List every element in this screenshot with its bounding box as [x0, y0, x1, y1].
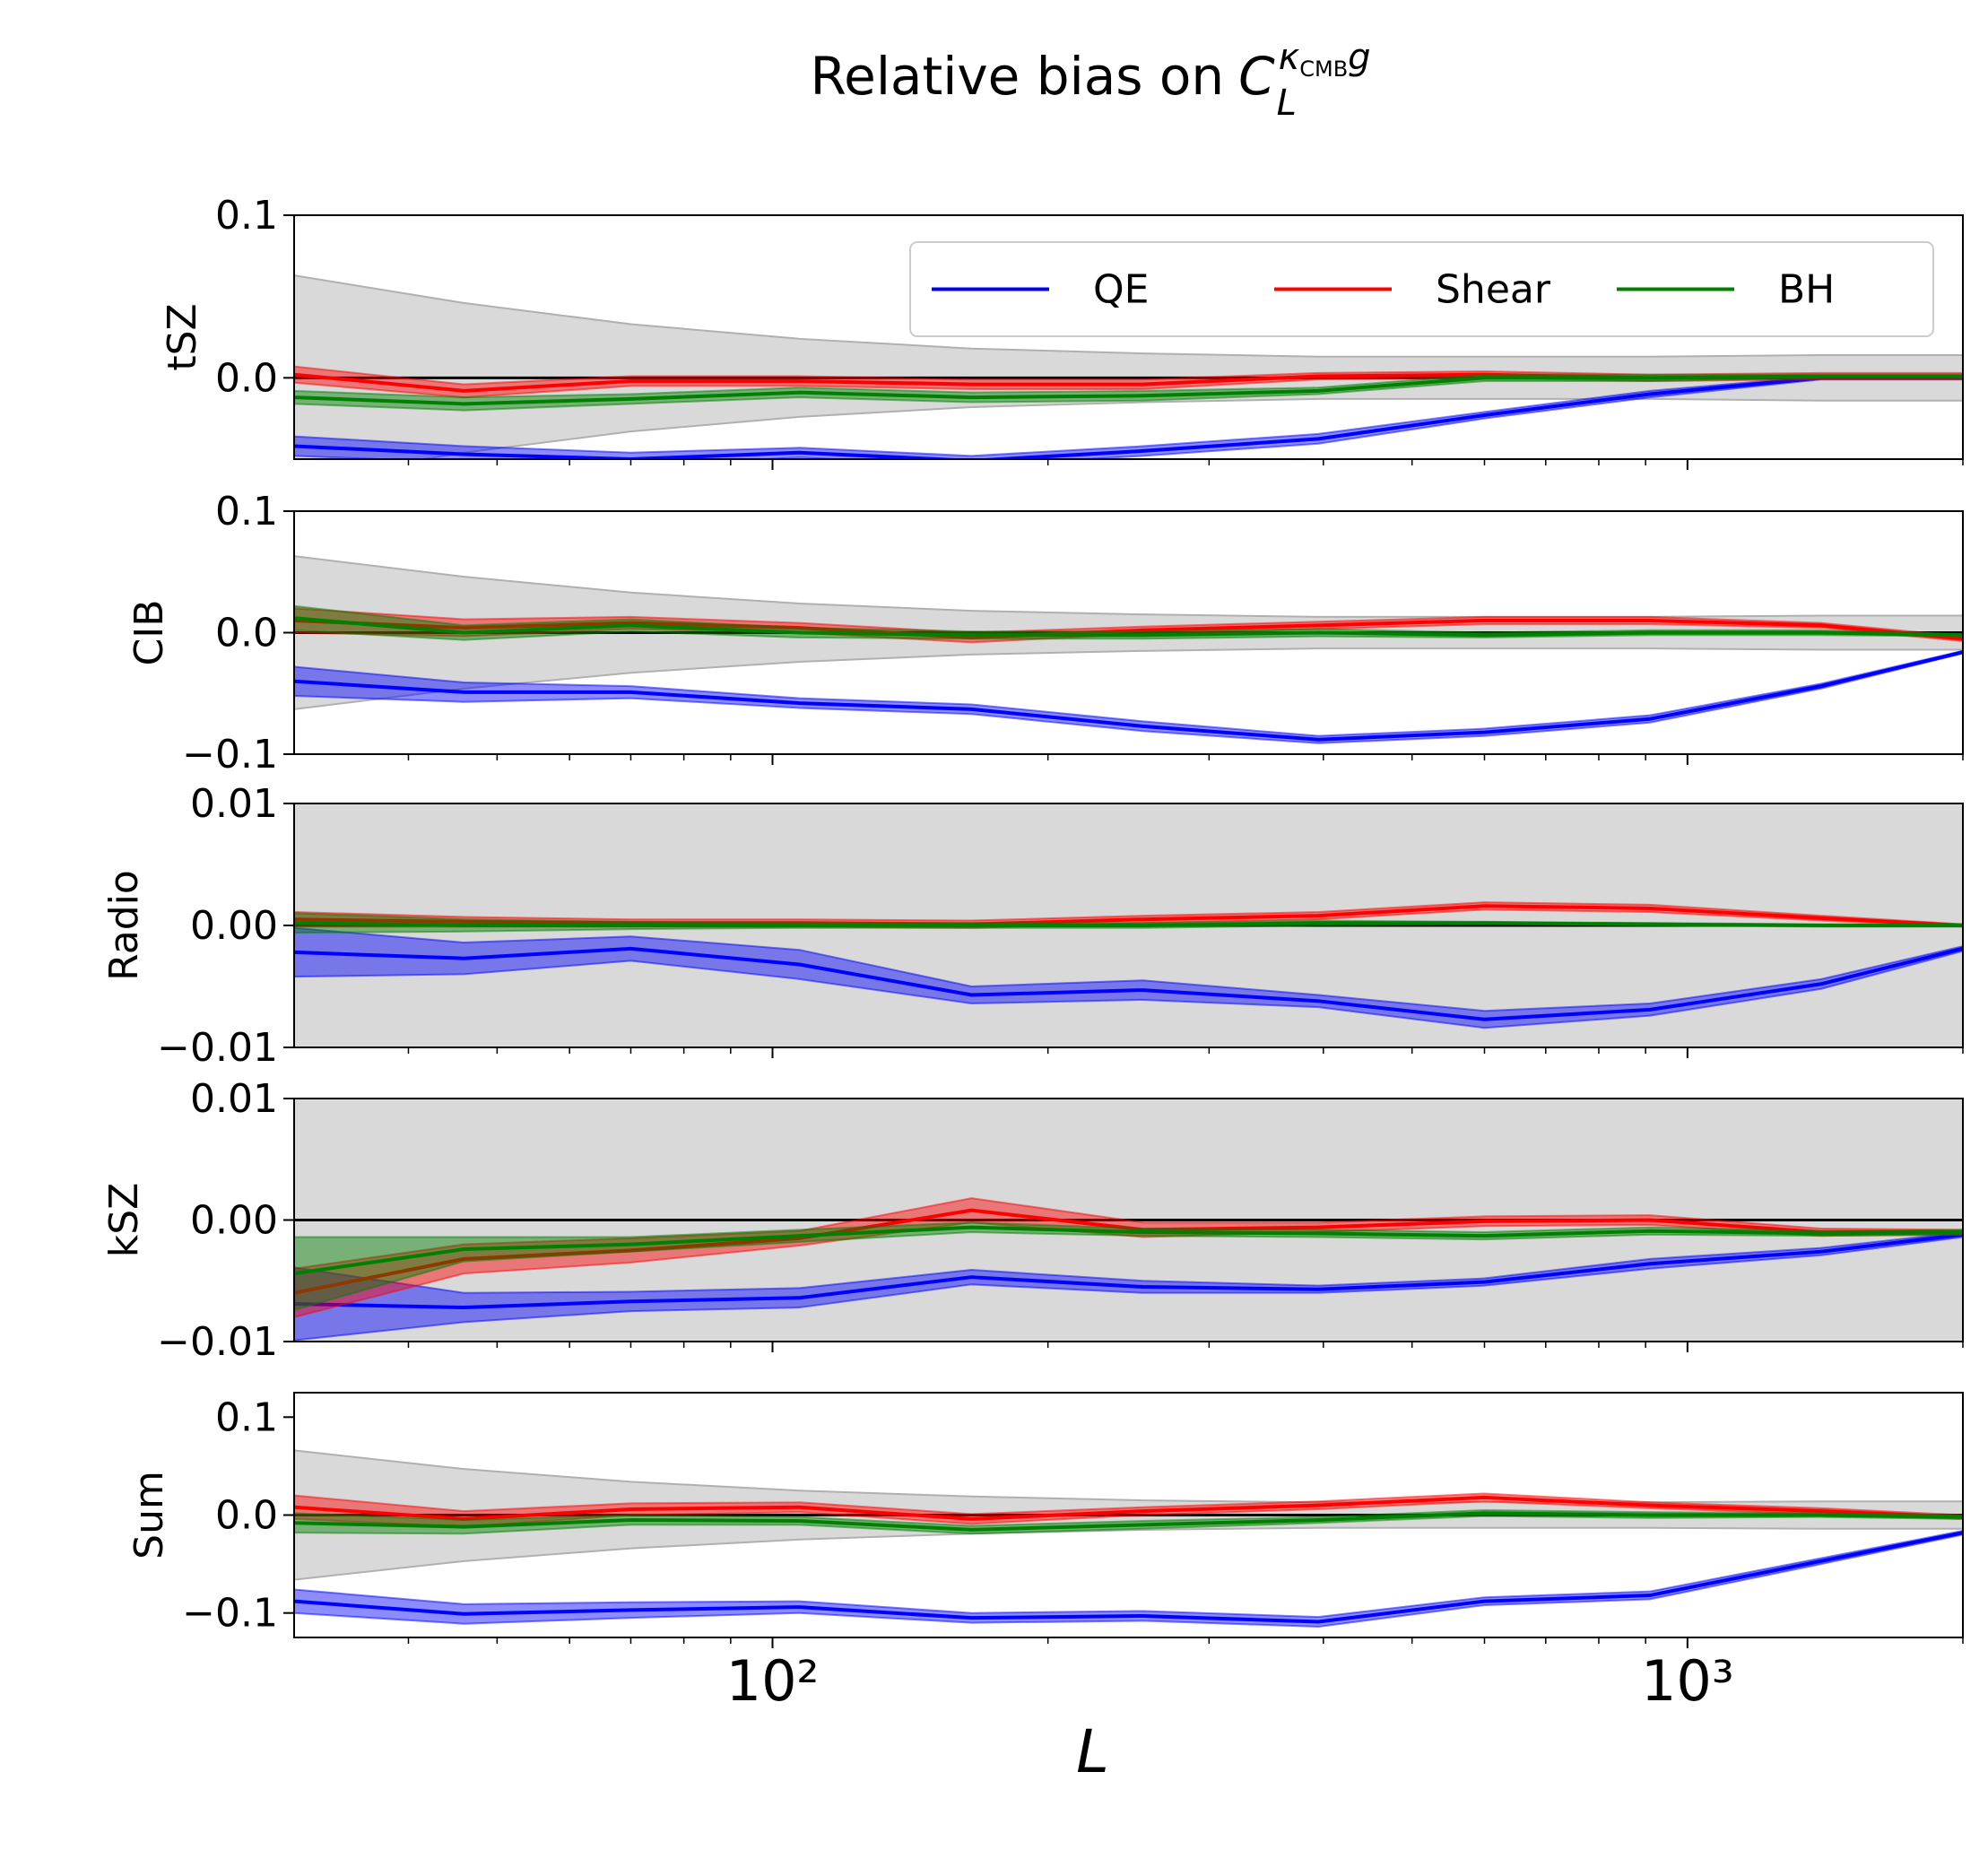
series-line [294, 616, 1963, 638]
y-tick-label: 0.0 [215, 1493, 278, 1539]
legend-label: QE [1093, 267, 1149, 313]
y-tick-label: 0.0 [215, 355, 278, 401]
error-band [294, 926, 1963, 1029]
error-band [294, 1529, 1963, 1628]
plot-area [294, 274, 1963, 459]
error-band [294, 1509, 1963, 1535]
y-tick-label: 0.00 [190, 903, 278, 949]
title-sup: κ [1279, 37, 1300, 78]
title-sup-sub: CMB [1299, 56, 1348, 82]
noise-band [294, 274, 1963, 459]
y-tick-label: 0.01 [190, 1076, 278, 1122]
y-tick-label: 0.0 [215, 611, 278, 656]
plot-area [294, 555, 1963, 744]
legend-label: BH [1778, 267, 1835, 313]
title-sub: L [1277, 83, 1297, 124]
error-band [294, 375, 1963, 459]
y-axis-label: CIB [126, 600, 172, 666]
legend-box [909, 241, 1934, 337]
y-axis-label: Sum [126, 1471, 172, 1559]
error-band [294, 604, 1963, 641]
series-line [294, 1495, 1963, 1521]
series-line [294, 946, 1963, 1021]
title-text: Relative bias on [810, 46, 1224, 107]
y-axis-label: kSZ [101, 1183, 147, 1258]
x-tick-label: 10² [726, 1648, 820, 1714]
series-line [294, 1232, 1963, 1310]
y-axis-label: tSZ [160, 303, 205, 370]
y-tick-label: 0.1 [215, 1394, 278, 1440]
x-axis-label: L [1076, 1717, 1109, 1786]
series-line [294, 1208, 1963, 1295]
series-line [294, 650, 1963, 742]
y-tick-label: 0.1 [215, 193, 278, 239]
y-tick-label: 0.01 [190, 781, 278, 827]
plot-area [294, 803, 1963, 1047]
legend-label: Shear [1436, 267, 1551, 313]
series-line [294, 618, 1963, 641]
title-symbol: C [1238, 46, 1275, 107]
series-line [294, 1511, 1963, 1532]
y-axis-label: Radio [101, 870, 147, 981]
y-tick-label: −0.1 [182, 732, 278, 777]
series-line [294, 921, 1963, 927]
plot-area [294, 1449, 1963, 1628]
y-tick-label: −0.01 [157, 1319, 278, 1365]
error-band [294, 1221, 1963, 1311]
y-tick-label: 0.00 [190, 1198, 278, 1244]
title-sup-end: g [1348, 37, 1370, 78]
y-tick-label: −0.1 [182, 1591, 278, 1637]
axes-frame [293, 214, 1964, 460]
series-line [294, 1531, 1963, 1624]
series-line [294, 904, 1963, 927]
plot-area [294, 1099, 1963, 1342]
y-tick-label: −0.01 [157, 1025, 278, 1071]
series-line [294, 1225, 1963, 1276]
y-tick-label: 0.1 [215, 489, 278, 534]
error-band [294, 1197, 1963, 1318]
x-tick-label: 10³ [1641, 1648, 1734, 1714]
error-band [294, 912, 1963, 934]
error-band [294, 373, 1963, 412]
series-line [294, 376, 1963, 459]
series-line [294, 374, 1963, 406]
